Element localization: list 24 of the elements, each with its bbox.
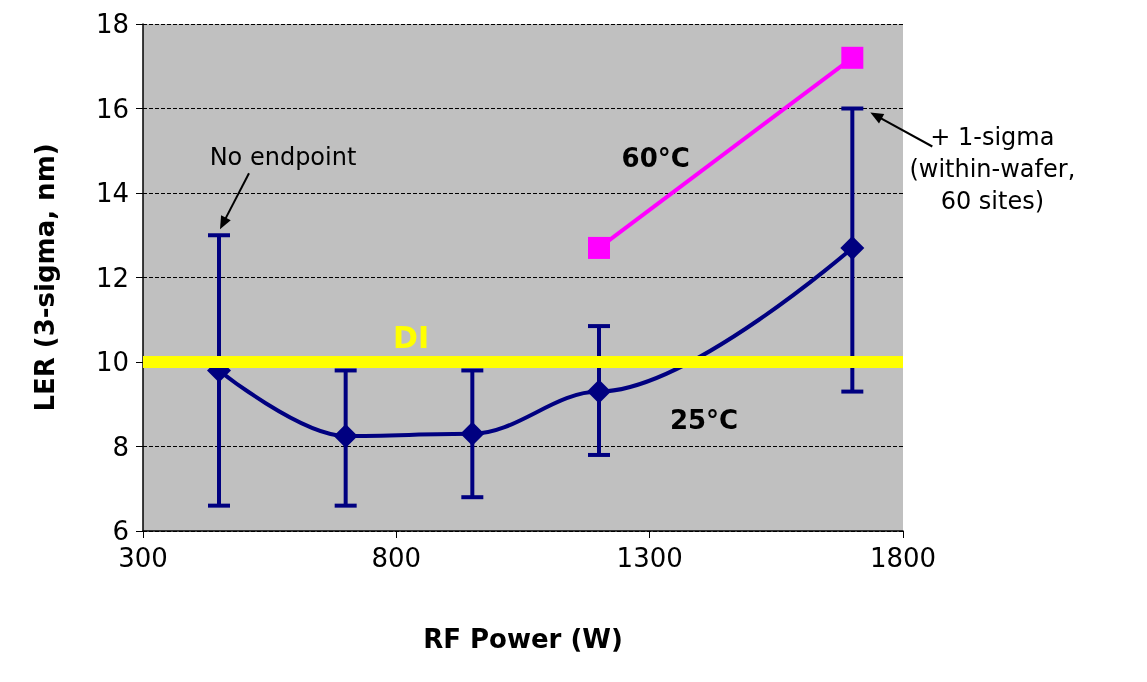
annotation: + 1-sigma (within-wafer, 60 sites) <box>909 122 1076 215</box>
series-label: 25°C <box>669 404 739 435</box>
y-axis-title: LER (3-sigma, nm) <box>30 143 60 412</box>
x-tick-label: 300 <box>118 543 168 573</box>
annotation: No endpoint <box>209 143 357 172</box>
y-tick-label: 8 <box>112 431 129 462</box>
x-tick-label: 800 <box>371 543 422 573</box>
x-tick-label: 1300 <box>616 543 683 573</box>
point <box>588 236 610 259</box>
x-tick-label: 1800 <box>869 543 937 573</box>
y-tick-label: 16 <box>95 93 129 124</box>
point <box>460 421 485 446</box>
point <box>587 379 611 404</box>
y-tick-label: 18 <box>95 9 129 39</box>
y-tick-label: 12 <box>95 262 129 293</box>
y-tick-label: 14 <box>95 178 129 208</box>
ref-line-label: DI <box>393 319 430 355</box>
point <box>840 235 865 260</box>
point <box>841 46 864 69</box>
series-label: 60°C <box>621 142 690 173</box>
y-tick-label: 6 <box>112 516 129 546</box>
y-tick-label: 10 <box>95 347 129 377</box>
x-axis-title: RF Power (W) <box>423 624 623 654</box>
point <box>333 423 358 448</box>
